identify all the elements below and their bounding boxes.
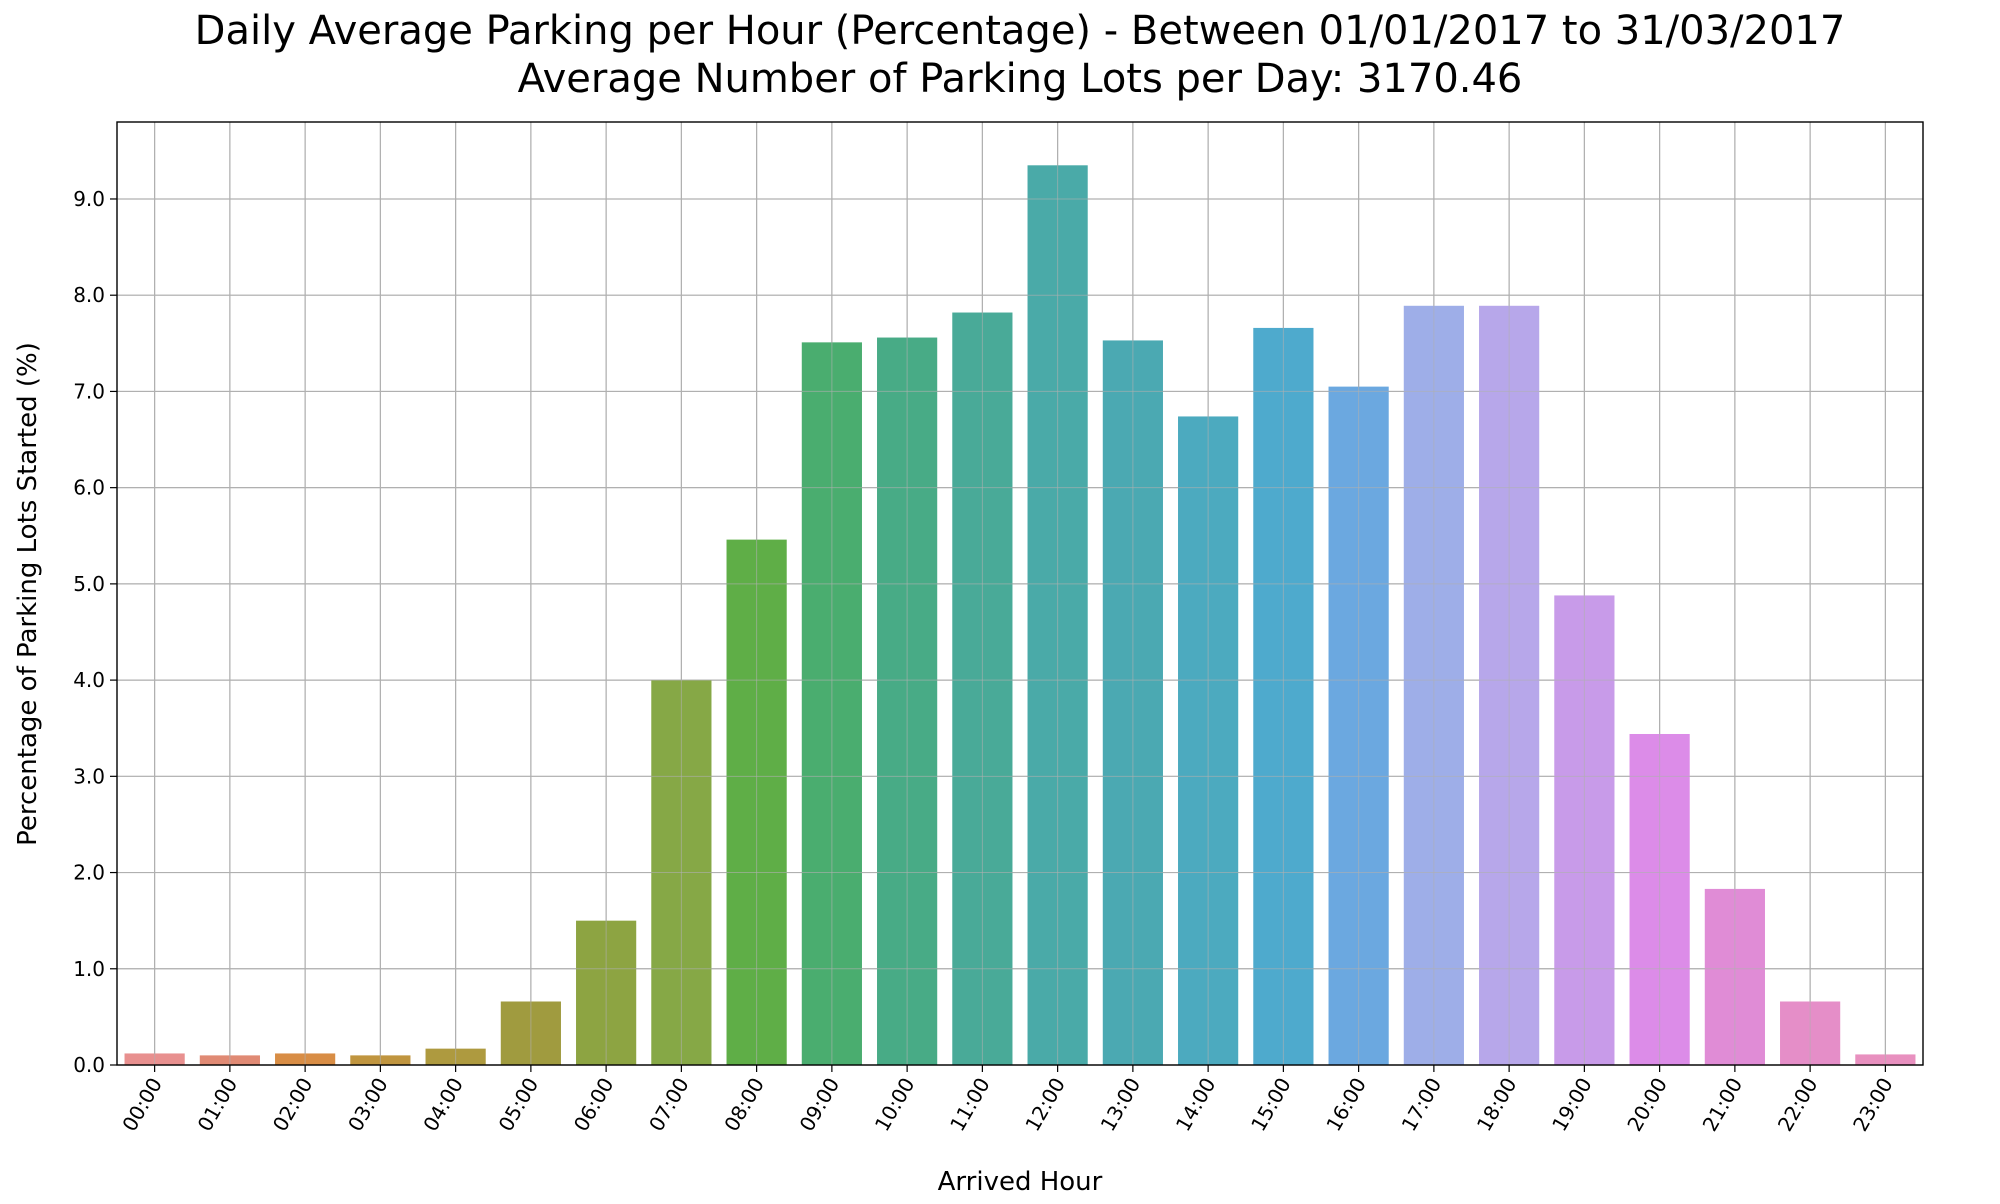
x-tick-label: 22:00 xyxy=(1773,1074,1823,1136)
x-tick-label: 14:00 xyxy=(1171,1074,1221,1136)
x-tick-label: 15:00 xyxy=(1246,1074,1296,1136)
x-tick-label: 17:00 xyxy=(1397,1074,1447,1136)
x-tick-label: 09:00 xyxy=(795,1074,845,1136)
x-tick-label: 13:00 xyxy=(1096,1074,1146,1136)
x-tick-label: 11:00 xyxy=(945,1074,995,1136)
x-tick-label: 18:00 xyxy=(1472,1074,1522,1136)
plot-area: 0.0 1.0 2.0 3.0 4.0 5.0 6.0 7.0 8.0 9.0 00:00 01:00… xyxy=(73,121,1924,1136)
x-tick-label: 20:00 xyxy=(1622,1074,1672,1136)
x-axis-label: Arrived Hour xyxy=(938,1167,1103,1197)
y-tick-label: 9.0 xyxy=(73,187,105,211)
y-tick-label: 0.0 xyxy=(73,1053,105,1077)
x-tick-label: 10:00 xyxy=(870,1074,920,1136)
y-tick-label: 1.0 xyxy=(73,957,105,981)
plot-frame xyxy=(116,121,1924,1066)
y-tick-label: 7.0 xyxy=(73,379,105,403)
x-tick-label: 04:00 xyxy=(418,1074,468,1136)
x-tick-label: 00:00 xyxy=(117,1074,167,1136)
x-tick-label: 03:00 xyxy=(343,1074,393,1136)
x-tick-label: 19:00 xyxy=(1547,1074,1597,1136)
x-tick-label: 01:00 xyxy=(193,1074,243,1136)
x-tick-label: 05:00 xyxy=(494,1074,544,1136)
x-tick-label: 02:00 xyxy=(268,1074,318,1136)
y-tick-label: 2.0 xyxy=(73,861,105,885)
x-tick-label: 07:00 xyxy=(644,1074,694,1136)
y-tick-label: 3.0 xyxy=(73,764,105,788)
chart-subtitle: Average Number of Parking Lots per Day: … xyxy=(518,56,1523,102)
y-tick-label: 4.0 xyxy=(73,668,105,692)
y-axis-label: Percentage of Parking Lots Started (%) xyxy=(13,342,43,846)
x-tick-label: 23:00 xyxy=(1848,1074,1898,1136)
x-tick-label: 08:00 xyxy=(719,1074,769,1136)
y-tick-label: 5.0 xyxy=(73,572,105,596)
y-tick-label: 6.0 xyxy=(73,476,105,500)
x-tick-label: 12:00 xyxy=(1020,1074,1070,1136)
y-tick-label: 8.0 xyxy=(73,283,105,307)
chart-title: Daily Average Parking per Hour (Percenta… xyxy=(195,8,1846,54)
x-tick-label: 16:00 xyxy=(1321,1074,1371,1136)
x-tick-label: 06:00 xyxy=(569,1074,619,1136)
x-tick-label: 21:00 xyxy=(1698,1074,1748,1136)
